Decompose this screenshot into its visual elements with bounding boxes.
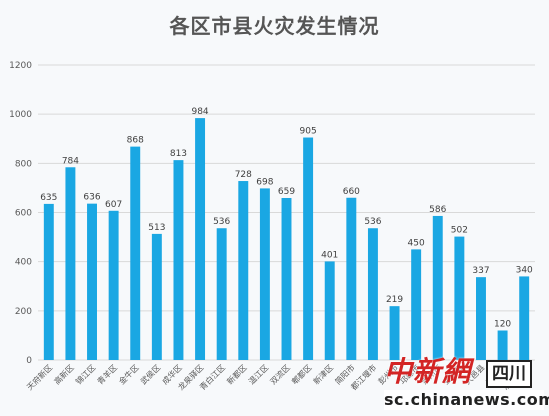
bar [324,261,335,360]
bar [411,249,422,360]
x-tick-label: 温江区 [247,363,270,386]
data-label: 698 [256,177,273,187]
bar [130,146,141,360]
watermark: 中新網 四川 sc.chinanews.com [384,355,549,412]
data-label: 120 [494,320,511,330]
data-label: 337 [472,266,489,276]
bar [216,228,227,360]
data-label: 659 [278,187,295,197]
bar [346,197,357,360]
watermark-brand: 中新網 [384,355,472,388]
x-tick-label: 郫都区 [289,362,313,386]
y-tick-label: 1200 [9,61,32,71]
bar [151,233,162,360]
data-label: 340 [516,265,533,275]
data-label: 660 [343,187,360,197]
y-tick-label: 800 [15,159,32,169]
bar [108,210,119,360]
bar [497,330,508,360]
bar [476,277,486,360]
x-tick-label: 武侯区 [138,362,162,386]
data-label: 784 [62,156,79,166]
x-tick-label: 双流区 [268,362,292,386]
bar [454,236,465,360]
bar [432,215,443,360]
bar [259,188,270,360]
data-label: 607 [105,200,122,210]
bar [195,118,206,360]
y-tick-label: 1000 [9,110,32,120]
data-label: 868 [127,136,144,146]
x-tick-label: 金牛区 [117,362,141,386]
bar [519,276,530,360]
data-label: 536 [364,217,381,227]
y-tick-label: 400 [15,258,32,268]
data-label: 636 [83,193,100,203]
bar [281,197,292,360]
watermark-region: 四川 [486,360,532,388]
x-tick-label: 天府新区 [25,362,55,392]
x-tick-label: 青羊区 [95,362,119,386]
data-label: 813 [170,149,187,159]
data-label: 905 [300,127,317,137]
bar [303,137,314,360]
data-label: 401 [321,250,338,260]
data-label: 536 [213,217,230,227]
data-label: 219 [386,295,403,305]
y-tick-label: 200 [15,307,32,317]
data-label: 450 [408,238,425,248]
bar [43,203,54,360]
x-tick-label: 高新区 [52,362,76,386]
y-tick-label: 0 [26,356,32,366]
data-label: 984 [191,107,208,117]
bar [65,167,76,360]
data-label: 728 [235,170,252,180]
bar [173,160,184,360]
bar [389,306,400,360]
data-label: 502 [451,226,468,236]
bar [238,181,249,360]
data-label: 635 [40,193,57,203]
x-tick-label: 新津区 [311,362,335,386]
y-tick-label: 600 [15,209,32,219]
bar [367,228,378,360]
x-tick-label: 锦江区 [73,362,97,386]
data-label: 586 [429,205,446,215]
chart-title: 各区市县火灾发生情况 [169,14,380,38]
bar [87,203,97,360]
data-label: 513 [148,223,165,233]
watermark-domain: sc.chinanews.com [384,390,549,410]
x-tick-label: 新都区 [225,362,249,386]
